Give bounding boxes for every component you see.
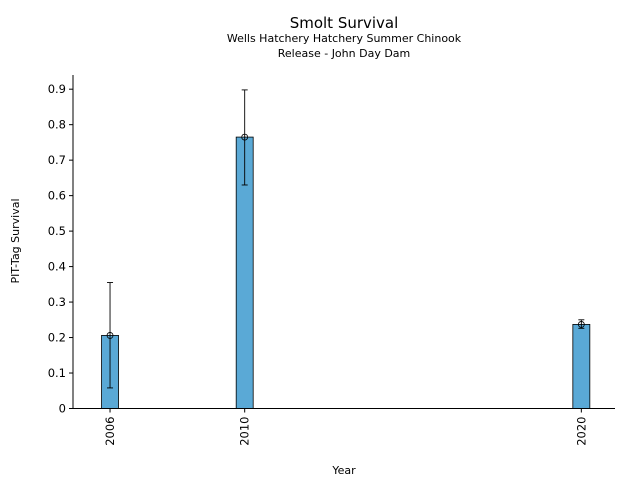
y-tick-label: 0.3 — [48, 295, 66, 309]
x-tick-label: 2010 — [238, 417, 252, 446]
y-tick-label: 0.2 — [48, 331, 66, 345]
x-tick-label: 2006 — [103, 417, 117, 446]
chart-subtitle-line-2: Release - John Day Dam — [278, 47, 411, 60]
x-axis-label: Year — [331, 464, 356, 477]
y-tick-label: 0.8 — [48, 118, 66, 132]
y-tick-label: 0.9 — [48, 82, 66, 96]
point-marker — [241, 133, 249, 141]
y-tick-label: 0 — [59, 402, 66, 416]
y-tick-label: 0.5 — [48, 224, 66, 238]
y-tick-label: 0.6 — [48, 189, 66, 203]
chart-subtitle-line-1: Wells Hatchery Hatchery Summer Chinook — [227, 32, 462, 45]
point-marker — [577, 321, 585, 328]
x-tick-label: 2020 — [574, 417, 588, 446]
point-marker — [106, 332, 114, 339]
y-tick-label: 0.1 — [48, 366, 66, 380]
y-tick-label: 0.4 — [48, 260, 66, 274]
bar — [572, 324, 591, 409]
y-tick-label: 0.7 — [48, 153, 66, 167]
chart-title: Smolt Survival — [290, 14, 399, 32]
y-axis-label: PIT-Tag Survival — [9, 198, 22, 283]
plot-area — [101, 89, 591, 409]
